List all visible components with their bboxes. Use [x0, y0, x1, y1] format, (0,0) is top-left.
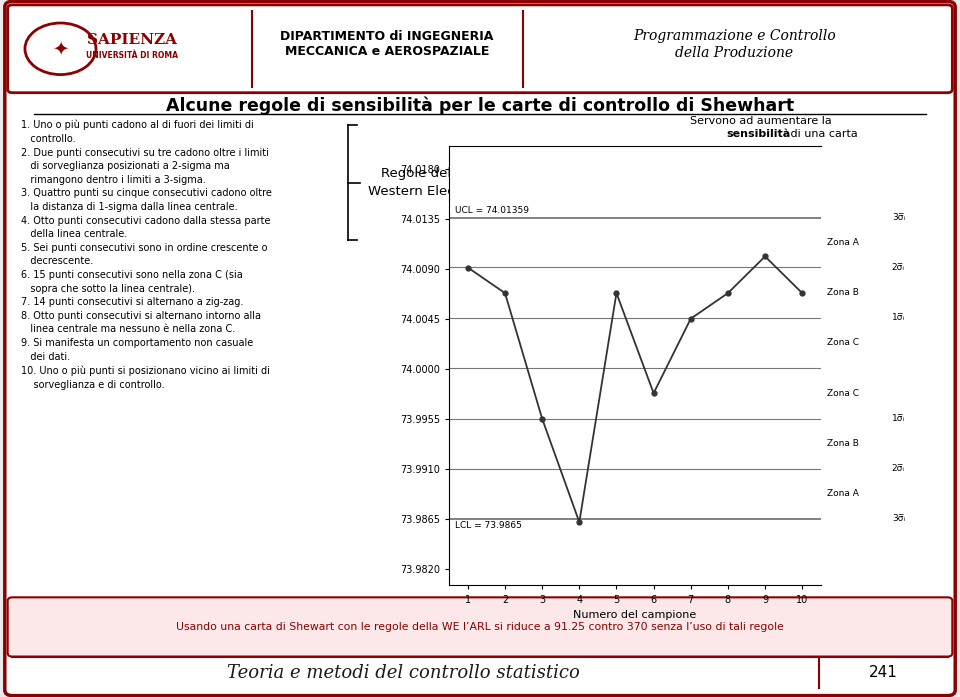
Text: della Produzione: della Produzione	[675, 46, 794, 60]
Text: Programmazione e Controllo: Programmazione e Controllo	[633, 29, 836, 43]
Text: MECCANICA e AEROSPAZIALE: MECCANICA e AEROSPAZIALE	[285, 45, 489, 58]
FancyBboxPatch shape	[8, 597, 952, 657]
Text: 241: 241	[869, 665, 898, 680]
Text: 2σ̅ᵢ: 2σ̅ᵢ	[892, 263, 905, 272]
Text: 2σ̅ᵢ: 2σ̅ᵢ	[892, 464, 905, 473]
FancyBboxPatch shape	[5, 1, 955, 696]
Text: 3σ̅ᵢ: 3σ̅ᵢ	[892, 514, 905, 523]
Text: 1σ̅ᵢ: 1σ̅ᵢ	[892, 313, 905, 322]
Text: Zona C: Zona C	[827, 339, 858, 348]
Text: Alcune regole di sensibilità per le carte di controllo di Shewhart: Alcune regole di sensibilità per le cart…	[166, 97, 794, 115]
Text: Zona A: Zona A	[827, 489, 858, 498]
Text: Zona B: Zona B	[827, 288, 858, 297]
Text: Usando una carta di Shewart con le regole della WE l’ARL si riduce a 91.25 contr: Usando una carta di Shewart con le regol…	[176, 622, 784, 632]
Text: Zona A: Zona A	[827, 238, 858, 247]
Text: 3σ̅ᵢ: 3σ̅ᵢ	[892, 213, 905, 222]
Text: 1. Uno o più punti cadono al di fuori dei limiti di
   controllo.
2. Due punti c: 1. Uno o più punti cadono al di fuori de…	[21, 120, 272, 390]
Text: UNIVERSITÀ DI ROMA: UNIVERSITÀ DI ROMA	[86, 52, 179, 60]
Text: Zona B: Zona B	[827, 439, 858, 448]
Text: Regole della
Western Electric: Regole della Western Electric	[368, 167, 477, 199]
FancyBboxPatch shape	[8, 5, 952, 93]
Text: Teoria e metodi del controllo statistico: Teoria e metodi del controllo statistico	[227, 664, 580, 682]
Text: LCL = 73.9865: LCL = 73.9865	[455, 521, 521, 530]
Text: ✦: ✦	[52, 39, 69, 59]
Text: 1σ̅ᵢ: 1σ̅ᵢ	[892, 414, 905, 423]
Text: di una carta: di una carta	[787, 129, 858, 139]
Text: sensibilità: sensibilità	[727, 129, 791, 139]
Text: Zona C: Zona C	[827, 389, 858, 398]
Text: DIPARTIMENTO di INGEGNERIA: DIPARTIMENTO di INGEGNERIA	[280, 30, 493, 43]
Text: SAPIENZA: SAPIENZA	[87, 33, 178, 47]
X-axis label: Numero del campione: Numero del campione	[573, 610, 697, 620]
Text: Servono ad aumentare la: Servono ad aumentare la	[690, 116, 832, 126]
Text: UCL = 74.01359: UCL = 74.01359	[455, 206, 529, 215]
